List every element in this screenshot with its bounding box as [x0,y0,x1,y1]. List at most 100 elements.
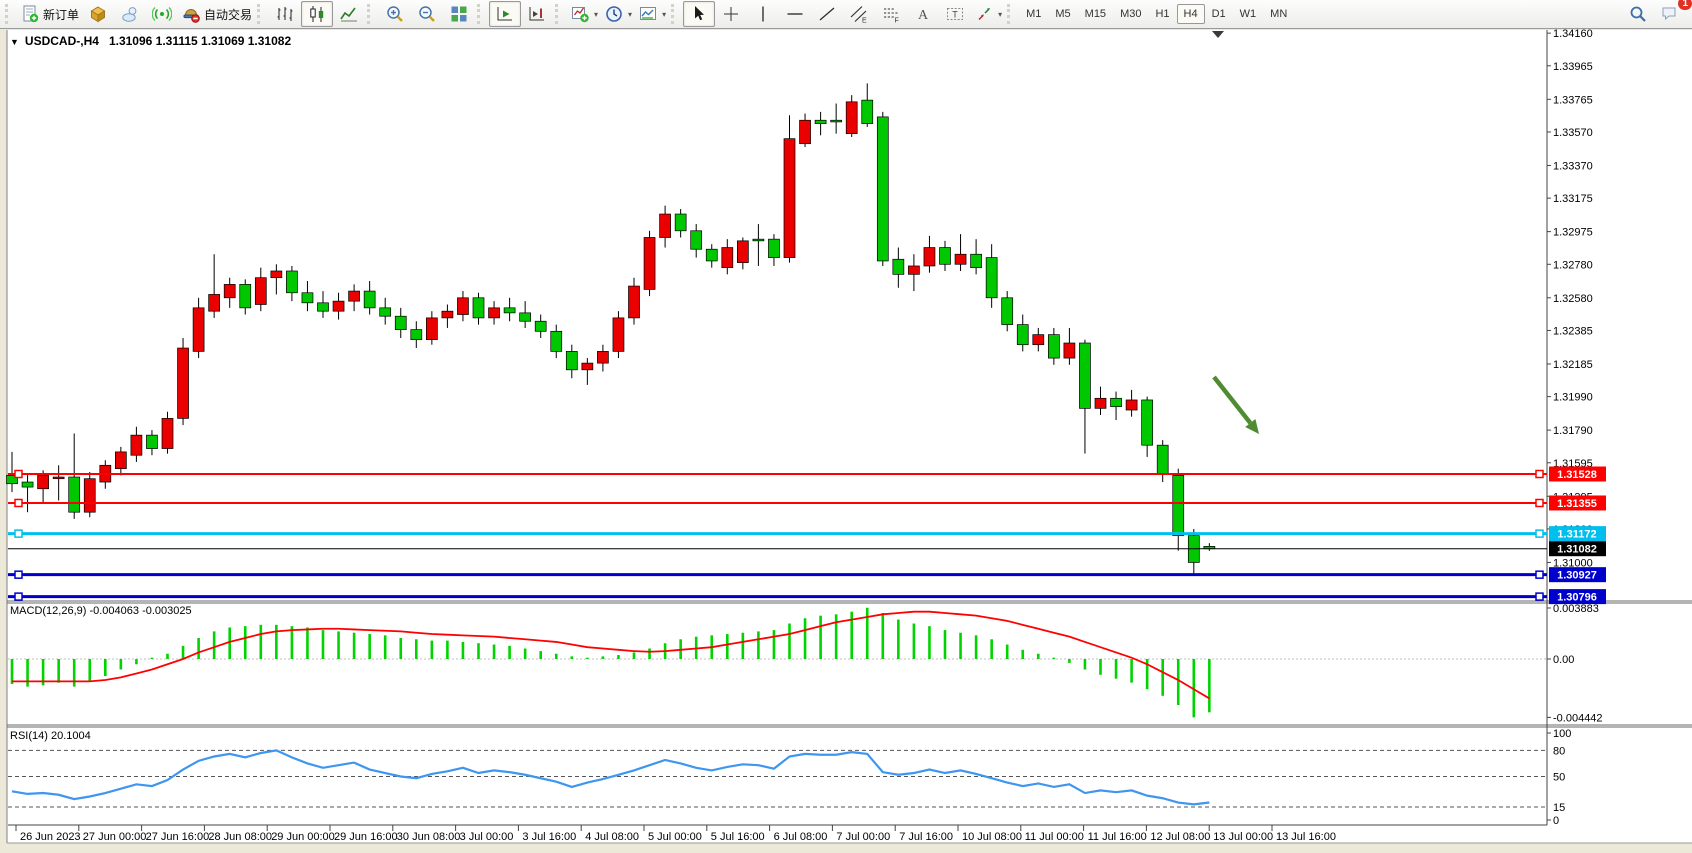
cursor-button[interactable] [683,1,716,27]
profiles-button[interactable] [114,1,146,27]
price-tick-label: 1.31000 [1553,557,1593,569]
auto-scroll-button[interactable] [489,1,522,27]
candle [861,99,874,124]
notifications-button[interactable]: 1 [1654,0,1692,27]
chevron-down-icon[interactable]: ▾ [998,9,1003,19]
timeframe-h4[interactable]: H4 [1176,4,1205,24]
candle [908,265,920,275]
auto-trading-button[interactable]: 自动交易 [178,1,255,27]
zoom-out-button[interactable] [411,1,443,27]
notification-badge: 1 [1678,0,1692,10]
candle [799,119,811,145]
templates-button[interactable]: ▾ [635,1,669,27]
rsi-edge-label: 0 [1553,815,1559,827]
line-handle[interactable] [1535,592,1544,601]
crosshair-button[interactable] [715,1,747,27]
timeframe-d1[interactable]: D1 [1211,8,1226,20]
indicators-button[interactable]: ▾ [567,1,601,27]
line-handle[interactable] [1535,498,1544,508]
periods-button[interactable]: ▾ [601,1,635,27]
line-handle[interactable] [14,529,23,538]
candle [1125,399,1138,411]
candle [177,347,189,419]
candle [814,119,827,124]
fibonacci-button[interactable]: F [875,1,907,27]
timeframe-h1[interactable]: H1 [1155,8,1170,20]
candle [628,285,640,319]
date-label: 5 Jul 00:00 [648,831,702,843]
candle [270,270,283,279]
zoom-in-icon [387,6,403,22]
tile-windows-button[interactable] [443,1,475,27]
rsi-level-label: 80 [1553,745,1565,757]
line-handle[interactable] [14,498,23,508]
price-tick-label: 1.31990 [1553,392,1593,404]
horizontal-line-button[interactable] [779,1,811,27]
search-button[interactable] [1622,1,1654,27]
text-label-button[interactable]: T [939,1,971,27]
candle [550,330,563,352]
signals-button[interactable] [146,1,178,27]
timeframe-mn[interactable]: MN [1270,8,1288,20]
vertical-line-button[interactable] [747,1,779,27]
market-watch-button[interactable] [82,1,114,27]
date-label: 11 Jul 16:00 [1088,831,1147,843]
price-tick-label: 1.32975 [1553,227,1593,239]
line-handle[interactable] [1535,469,1544,479]
candle [1032,334,1045,346]
chevron-down-icon[interactable]: ▾ [628,9,633,19]
timeframe-m15[interactable]: M15 [1084,8,1107,20]
candle [68,476,81,513]
candle [363,290,376,309]
indicators-icon [572,7,589,23]
price-tick-label: 1.32580 [1553,293,1593,305]
annotation-arrow-head[interactable] [1245,418,1259,434]
price-tick-label: 1.31790 [1553,425,1593,437]
line-handle[interactable] [1535,529,1544,538]
zoom-in-button[interactable] [379,1,411,27]
line-handle[interactable] [14,570,23,579]
date-label: 13 Jul 00:00 [1213,831,1273,843]
line-handle[interactable] [14,592,23,601]
line-price-label-text: 1.30927 [1557,570,1597,582]
candle [705,248,718,262]
chart-shift-marker[interactable] [1212,31,1224,38]
toolbar-grip [477,4,486,24]
timeframe-m30[interactable]: M30 [1120,8,1142,20]
svg-text:F: F [895,18,899,25]
zoom-out-icon [419,6,435,22]
price-tick-label: 1.33965 [1553,61,1593,73]
timeframe-w1[interactable]: W1 [1239,8,1257,20]
new-order-button[interactable]: 新订单 [17,1,82,27]
text-button[interactable]: A [907,1,939,27]
chevron-down-icon[interactable]: ▾ [594,9,599,19]
arrows-button[interactable]: ▾ [971,1,1005,27]
equidistant-channel-button[interactable]: E [843,1,875,27]
bar-chart-button[interactable] [269,1,301,27]
candle [534,320,547,332]
line-handle[interactable] [1535,570,1544,579]
tiles-icon [451,6,467,22]
macd-indicator-label: MACD(12,26,9) -0.004063 -0.003025 [10,605,192,617]
rsi-level-label: 50 [1553,772,1565,784]
chevron-down-icon[interactable]: ▾ [662,9,667,19]
chart-collapse-icon[interactable]: ▼ [10,37,19,47]
line-chart-button[interactable] [333,1,365,27]
trendline-button[interactable] [811,1,843,27]
candle [923,247,936,267]
price-tick-label: 1.33765 [1553,94,1593,106]
date-label: 7 Jul 16:00 [899,831,953,843]
annotation-arrow-shaft[interactable] [1212,375,1253,425]
line-handle[interactable] [14,469,23,479]
macd-signal-line [12,610,1210,700]
date-label: 27 Jun 00:00 [83,831,147,843]
chart-shift-button[interactable] [521,1,553,27]
candle [223,284,236,299]
timeframe-m1[interactable]: M1 [1026,8,1042,20]
toolbar-grip [671,4,680,24]
candlestick-chart-button[interactable] [301,1,334,27]
autoscroll-icon [497,7,513,21]
timeframe-m5[interactable]: M5 [1055,8,1071,20]
candle [674,213,687,232]
